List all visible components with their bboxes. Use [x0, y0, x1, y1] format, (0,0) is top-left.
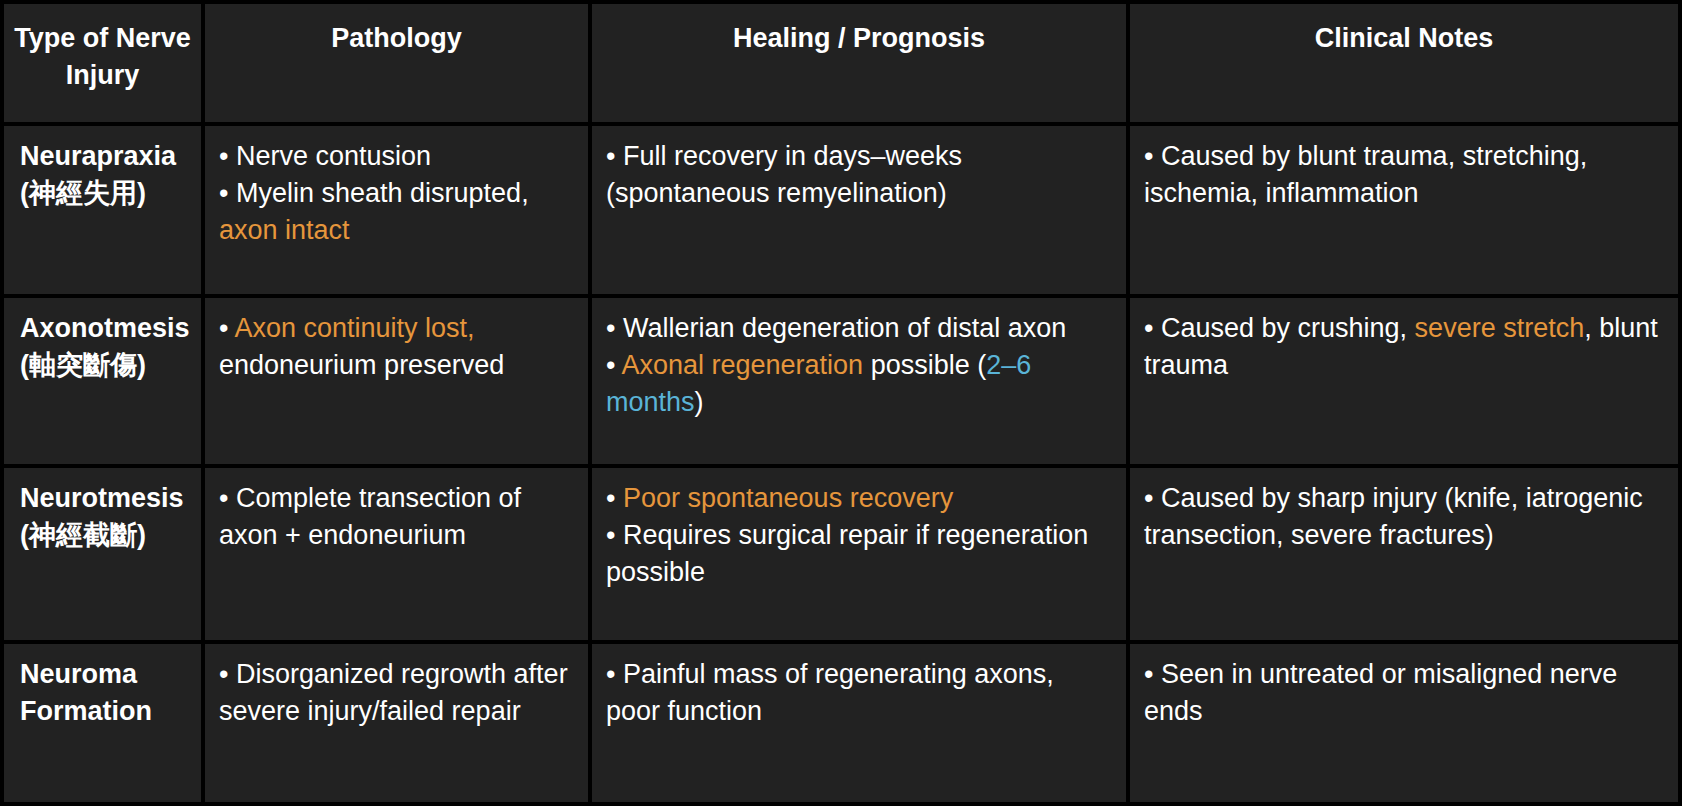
bullet-marker: • — [606, 520, 623, 550]
table-row-neuroma-formation: Neuroma Formation • Disorganized regrowt… — [4, 644, 1678, 802]
cell-text: Wallerian degeneration of distal axon — [623, 313, 1066, 343]
highlighted-text: Poor spontaneous recovery — [623, 483, 953, 513]
bullet-item: • Requires surgical repair if regenerati… — [606, 517, 1112, 591]
injury-name: Neurapraxia — [20, 138, 193, 175]
cell-clinical-notes: • Seen in untreated or misaligned nerve … — [1130, 644, 1678, 802]
injury-name: Neurotmesis — [20, 480, 193, 517]
bullet-item: • Myelin sheath disrupted, axon intact — [219, 175, 574, 249]
bullet-item: • Complete transection of axon + endoneu… — [219, 480, 574, 554]
cell-text: Disorganized regrowth after severe injur… — [219, 659, 568, 726]
bullet-marker: • — [606, 350, 621, 380]
cell-injury-type: Neurapraxia (神經失用) — [4, 126, 201, 294]
cell-pathology: • Disorganized regrowth after severe inj… — [205, 644, 588, 802]
cell-pathology: • Complete transection of axon + endoneu… — [205, 468, 588, 640]
nerve-injury-table: Type of Nerve Injury Pathology Healing /… — [0, 0, 1682, 806]
header-pathology: Pathology — [205, 4, 588, 122]
bullet-item: • Caused by sharp injury (knife, iatroge… — [1144, 480, 1664, 554]
bullet-marker: • — [606, 659, 623, 689]
cell-clinical-notes: • Caused by blunt trauma, stretching, is… — [1130, 126, 1678, 294]
cell-text: Caused by crushing, — [1161, 313, 1415, 343]
highlighted-text: severe stretch — [1415, 313, 1585, 343]
header-healing-prognosis: Healing / Prognosis — [592, 4, 1126, 122]
bullet-marker: • — [606, 141, 623, 171]
table-row-neurotmesis: Neurotmesis (神經截斷) • Complete transectio… — [4, 468, 1678, 640]
cell-text: Requires surgical repair if regeneration… — [606, 520, 1088, 587]
cell-text: Complete transection of axon + endoneuri… — [219, 483, 521, 550]
bullet-item: • Disorganized regrowth after severe inj… — [219, 656, 574, 730]
table-row-neurapraxia: Neurapraxia (神經失用) • Nerve contusion• My… — [4, 126, 1678, 294]
cell-text: possible ( — [863, 350, 986, 380]
header-clinical-notes: Clinical Notes — [1130, 4, 1678, 122]
bullet-item: • Caused by crushing, severe stretch, bl… — [1144, 310, 1664, 384]
cell-injury-type: Neuroma Formation — [4, 644, 201, 802]
cell-text: Caused by sharp injury (knife, iatrogeni… — [1144, 483, 1643, 550]
bullet-marker: • — [219, 141, 236, 171]
cell-clinical-notes: • Caused by crushing, severe stretch, bl… — [1130, 298, 1678, 464]
bullet-marker: • — [606, 483, 623, 513]
cell-pathology: • Axon continuity lost, endoneurium pres… — [205, 298, 588, 464]
cell-text: Nerve contusion — [236, 141, 431, 171]
injury-name-chinese: (神經截斷) — [20, 517, 193, 554]
injury-name: Axonotmesis — [20, 310, 193, 347]
bullet-item: • Axon continuity lost, endoneurium pres… — [219, 310, 574, 384]
bullet-marker: • — [606, 313, 623, 343]
bullet-marker: • — [219, 659, 236, 689]
bullet-item: • Wallerian degeneration of distal axon — [606, 310, 1112, 347]
cell-healing-prognosis: • Full recovery in days–weeks (spontaneo… — [592, 126, 1126, 294]
bullet-item: • Seen in untreated or misaligned nerve … — [1144, 656, 1664, 730]
cell-text: Painful mass of regenerating axons, poor… — [606, 659, 1054, 726]
injury-name-chinese: (軸突斷傷) — [20, 347, 193, 384]
table-row-axonotmesis: Axonotmesis (軸突斷傷) • Axon continuity los… — [4, 298, 1678, 464]
highlighted-text: Axon continuity lost, — [234, 313, 474, 343]
bullet-marker: • — [219, 178, 236, 208]
header-row: Type of Nerve Injury Pathology Healing /… — [4, 4, 1678, 122]
cell-healing-prognosis: • Poor spontaneous recovery• Requires su… — [592, 468, 1126, 640]
bullet-item: • Axonal regeneration possible (2–6 mont… — [606, 347, 1112, 421]
cell-healing-prognosis: • Painful mass of regenerating axons, po… — [592, 644, 1126, 802]
bullet-marker: • — [1144, 483, 1161, 513]
injury-name: Neuroma Formation — [20, 656, 193, 730]
cell-text: Full recovery in days–weeks (spontaneous… — [606, 141, 962, 208]
cell-text: Caused by blunt trauma, stretching, isch… — [1144, 141, 1587, 208]
cell-text: ) — [695, 387, 704, 417]
cell-injury-type: Neurotmesis (神經截斷) — [4, 468, 201, 640]
cell-text: Seen in untreated or misaligned nerve en… — [1144, 659, 1617, 726]
cell-clinical-notes: • Caused by sharp injury (knife, iatroge… — [1130, 468, 1678, 640]
bullet-item: • Caused by blunt trauma, stretching, is… — [1144, 138, 1664, 212]
bullet-item: • Full recovery in days–weeks (spontaneo… — [606, 138, 1112, 212]
bullet-marker: • — [1144, 659, 1161, 689]
bullet-item: • Nerve contusion — [219, 138, 574, 175]
cell-text: Myelin sheath disrupted, — [236, 178, 529, 208]
cell-injury-type: Axonotmesis (軸突斷傷) — [4, 298, 201, 464]
cell-pathology: • Nerve contusion• Myelin sheath disrupt… — [205, 126, 588, 294]
injury-name-chinese: (神經失用) — [20, 175, 193, 212]
cell-text: endoneurium preserved — [219, 350, 504, 380]
highlighted-text: axon intact — [219, 215, 350, 245]
bullet-marker: • — [219, 313, 234, 343]
cell-healing-prognosis: • Wallerian degeneration of distal axon•… — [592, 298, 1126, 464]
bullet-marker: • — [219, 483, 236, 513]
bullet-item: • Poor spontaneous recovery — [606, 480, 1112, 517]
bullet-item: • Painful mass of regenerating axons, po… — [606, 656, 1112, 730]
bullet-marker: • — [1144, 313, 1161, 343]
highlighted-text: Axonal regeneration — [621, 350, 863, 380]
header-type-of-nerve-injury: Type of Nerve Injury — [4, 4, 201, 122]
bullet-marker: • — [1144, 141, 1161, 171]
